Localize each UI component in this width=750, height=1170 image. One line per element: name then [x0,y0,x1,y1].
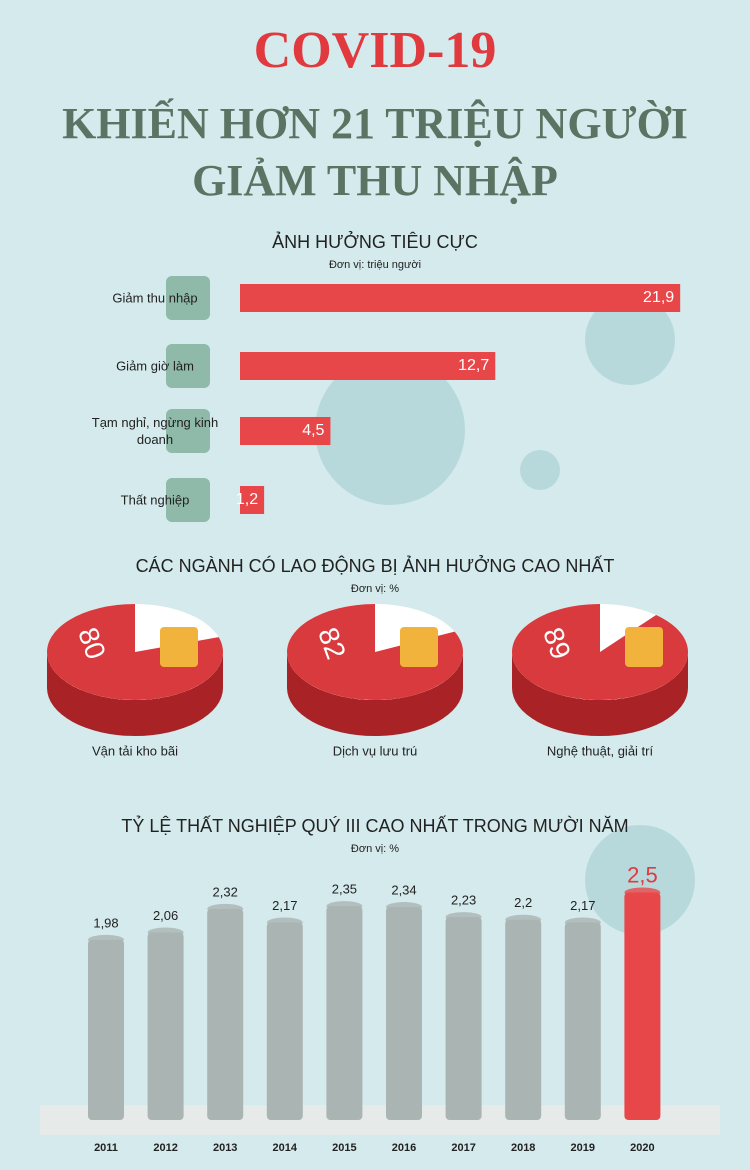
platform [40,1105,720,1135]
value-label: 1,2 [236,491,258,508]
bar-cap [326,901,363,912]
value-label: 2,17 [570,898,595,913]
x-tick-label: 2015 [332,1142,356,1154]
x-tick-label: 2014 [273,1142,298,1154]
bar [624,892,661,1120]
bar-cap [386,902,422,913]
x-tick-label: 2017 [451,1142,475,1154]
x-tick-label: 2012 [153,1142,177,1154]
bar [445,917,482,1120]
icon [166,344,210,388]
category-label: Giảm thu nhập [112,290,198,306]
category-label: Thất nghiệp [120,492,190,508]
value-label: 2,06 [153,908,178,923]
chart-title: CÁC NGÀNH CÓ LAO ĐỘNG BỊ ẢNH HƯỞNG CAO N… [136,555,615,576]
chart-title: TỶ LỆ THẤT NGHIỆP QUÝ III CAO NHẤT TRONG… [121,815,628,836]
category-label: Vận tải kho bãi [92,743,178,758]
bar-cap [445,912,482,923]
x-tick-label: 2018 [511,1142,535,1154]
virus-decoration [315,295,695,935]
bar [564,922,601,1120]
main-subtitle: KHIẾN HƠN 21 TRIỆU NGƯỜI [62,98,688,148]
value-label: 2,2 [514,895,532,910]
icon [166,409,210,453]
bar-cap [505,914,542,925]
x-tick-label: 2019 [571,1142,595,1154]
bar [505,919,542,1120]
value-label: 2,32 [213,884,238,899]
category-label: Tạm nghỉ, ngừng kinh doanh [91,415,219,447]
x-tick-label: 2016 [392,1142,416,1154]
bar [240,352,496,380]
bar [240,284,681,312]
bar [240,486,265,514]
value-label: 2,23 [451,893,476,908]
bar [88,939,124,1120]
bar [207,908,244,1120]
value-label: 2,34 [391,882,416,897]
bar [240,417,331,445]
chart-subtitle: Đơn vị: triệu người [329,259,421,271]
chart-subtitle: Đơn vị: % [351,843,399,855]
bar-cap [624,887,661,898]
bar [326,906,363,1120]
bar-cap [266,917,303,928]
pie-sector [287,604,463,701]
bar-cap [88,934,124,945]
main-title: COVID-19 [254,22,497,79]
main-subtitle: GIẢM THU NHẬP [192,156,558,205]
value-label: 2,35 [332,882,357,897]
x-tick-label: 2011 [94,1142,118,1154]
x-tick-label: 2013 [213,1142,237,1154]
bar-cap [207,903,244,914]
x-tick-label: 2020 [630,1142,654,1154]
value-label: 2,5 [627,862,658,887]
category-label: Dịch vụ lưu trú [333,743,418,758]
pie-side [47,652,223,736]
icon [400,627,438,667]
value-label: 2,17 [272,898,297,913]
value-label: 21,9 [643,289,674,306]
icon [166,276,210,320]
value-label: 4,5 [302,422,324,439]
icon [166,478,210,522]
bar-cap [147,927,184,938]
pie-side [512,652,688,736]
value-label: 12,7 [458,357,489,374]
bar [147,932,184,1120]
icon [625,627,663,667]
chart-subtitle: Đơn vị: % [351,583,399,595]
category-label: Nghệ thuật, giải trí [547,743,654,758]
bar [386,907,422,1120]
chart-title: ẢNH HƯỞNG TIÊU CỰC [272,231,478,252]
icon [160,627,198,667]
bar [266,922,303,1120]
pie-side [287,652,463,736]
category-label: Giảm giờ làm [116,358,194,374]
value-label: 1,98 [93,915,118,930]
bar-cap [564,917,601,928]
pie-sector [47,604,224,701]
